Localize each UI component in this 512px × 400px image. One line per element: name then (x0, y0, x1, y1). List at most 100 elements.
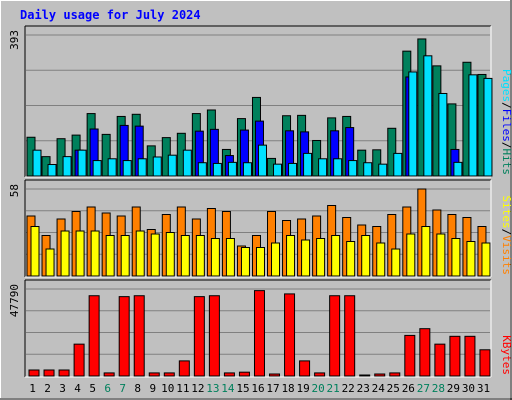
bar-sites-day-19 (301, 239, 311, 277)
bar-hits-day-6 (101, 133, 111, 177)
legend-entry: KBytes (500, 335, 512, 375)
bar-kbytes-day-23 (359, 374, 371, 377)
x-tick-label: 26 (402, 382, 415, 395)
bar-kbytes-day-7 (118, 296, 130, 377)
y-max-label: 393 (8, 30, 21, 50)
x-tick-label: 3 (59, 382, 66, 395)
bar-kbytes-day-5 (88, 295, 100, 377)
x-tick-label: 31 (477, 382, 490, 395)
bar-sites-day-23 (361, 235, 371, 277)
legend-entry: Visits (500, 235, 512, 275)
x-tick-label: 17 (266, 382, 279, 395)
bar-sites-day-9 (150, 233, 160, 277)
bar-sites-day-25 (391, 248, 401, 277)
x-tick-label: 14 (221, 382, 235, 395)
x-tick-label: 5 (89, 382, 96, 395)
y-max-label: 58 (8, 184, 21, 197)
bar-sites-day-8 (135, 230, 145, 277)
bar-pages-day-18 (288, 162, 298, 177)
panel-kbytes: 47790 KBytes (8, 279, 512, 378)
bar-kbytes-day-1 (28, 369, 40, 377)
bar-pages-day-7 (122, 160, 132, 177)
bar-pages-day-29 (453, 161, 463, 177)
bar-sites-day-7 (120, 235, 130, 277)
bar-pages-day-20 (318, 158, 328, 177)
x-tick-label: 16 (251, 382, 264, 395)
bar-pages-day-27 (423, 55, 433, 177)
bar-kbytes-day-29 (449, 335, 461, 377)
bar-kbytes-day-16 (253, 290, 265, 377)
bar-sites-day-24 (376, 242, 386, 277)
x-tick-label: 13 (206, 382, 219, 395)
x-tick-label: 24 (372, 382, 386, 395)
bar-sites-day-12 (195, 235, 205, 277)
bar-pages-day-16 (257, 144, 267, 177)
bar-sites-day-14 (225, 238, 235, 277)
x-tick-label: 11 (176, 382, 189, 395)
bar-kbytes-day-18 (284, 293, 296, 377)
x-tick-label: 2 (44, 382, 51, 395)
bar-sites-day-11 (180, 235, 190, 277)
bar-pages-day-26 (408, 71, 418, 177)
bar-kbytes-day-17 (269, 373, 281, 377)
bar-sites-day-20 (316, 238, 326, 277)
x-tick-label: 28 (432, 382, 445, 395)
bar-pages-day-1 (32, 149, 42, 177)
bar-hits-day-20 (312, 139, 322, 177)
bar-pages-day-9 (152, 156, 162, 177)
bar-pages-day-2 (47, 164, 57, 177)
x-tick-label: 25 (387, 382, 400, 395)
bar-sites-day-10 (165, 232, 175, 277)
bar-sites-day-29 (451, 238, 461, 277)
bar-sites-day-1 (30, 226, 40, 277)
bar-sites-day-4 (75, 230, 85, 277)
bar-kbytes-day-26 (404, 334, 416, 377)
bar-pages-day-19 (303, 152, 313, 177)
bar-kbytes-day-30 (464, 335, 476, 377)
bar-sites-day-3 (60, 230, 70, 277)
x-tick-label: 27 (417, 382, 430, 395)
bar-pages-day-3 (62, 156, 72, 177)
panel-legend: Sites/Visits (500, 196, 512, 276)
bar-hits-day-25 (387, 127, 397, 177)
bar-kbytes-day-10 (163, 372, 175, 377)
legend-entry: Hits (500, 149, 512, 176)
panel-visits-sites: 58 Sites/Visits (8, 179, 512, 278)
bar-kbytes-day-31 (479, 349, 491, 377)
legend-entry: Sites (500, 196, 512, 229)
bar-pages-day-25 (393, 152, 403, 177)
bar-sites-day-31 (481, 242, 491, 277)
legend-entry: / (500, 142, 512, 149)
bar-kbytes-day-27 (419, 328, 431, 377)
x-tick-label: 30 (462, 382, 475, 395)
x-tick-label: 22 (342, 382, 355, 395)
bar-pages-day-22 (348, 160, 358, 177)
x-tick-label: 12 (191, 382, 204, 395)
panel-legend: Pages/Files/Hits (500, 69, 512, 175)
bar-kbytes-day-2 (43, 369, 55, 377)
bar-sites-day-26 (406, 233, 416, 277)
chart-panels: 393Pages/Files/Hits58Sites/Visits47790KB… (8, 25, 512, 378)
legend-entry: Files (500, 109, 512, 142)
bar-pages-day-14 (227, 161, 237, 177)
x-tick-label: 19 (296, 382, 309, 395)
bar-pages-day-31 (483, 77, 493, 177)
bar-sites-day-13 (210, 238, 220, 277)
bar-pages-day-10 (167, 154, 177, 177)
bar-pages-day-23 (363, 162, 373, 177)
x-tick-label: 6 (104, 382, 111, 395)
bar-sites-day-21 (331, 235, 341, 277)
bar-pages-day-24 (378, 163, 388, 177)
bar-sites-day-2 (45, 248, 55, 277)
bar-kbytes-day-9 (148, 372, 160, 377)
bar-kbytes-day-8 (133, 295, 145, 377)
bar-sites-day-17 (271, 242, 281, 277)
bar-pages-day-15 (242, 162, 252, 177)
bar-kbytes-day-4 (73, 343, 85, 377)
bar-sites-day-15 (240, 247, 250, 277)
x-tick-label: 1 (29, 382, 36, 395)
bar-sites-day-28 (436, 233, 446, 277)
panel-legend: KBytes (500, 335, 512, 375)
legend-entry: Pages (500, 69, 512, 102)
bar-pages-day-5 (92, 160, 102, 177)
